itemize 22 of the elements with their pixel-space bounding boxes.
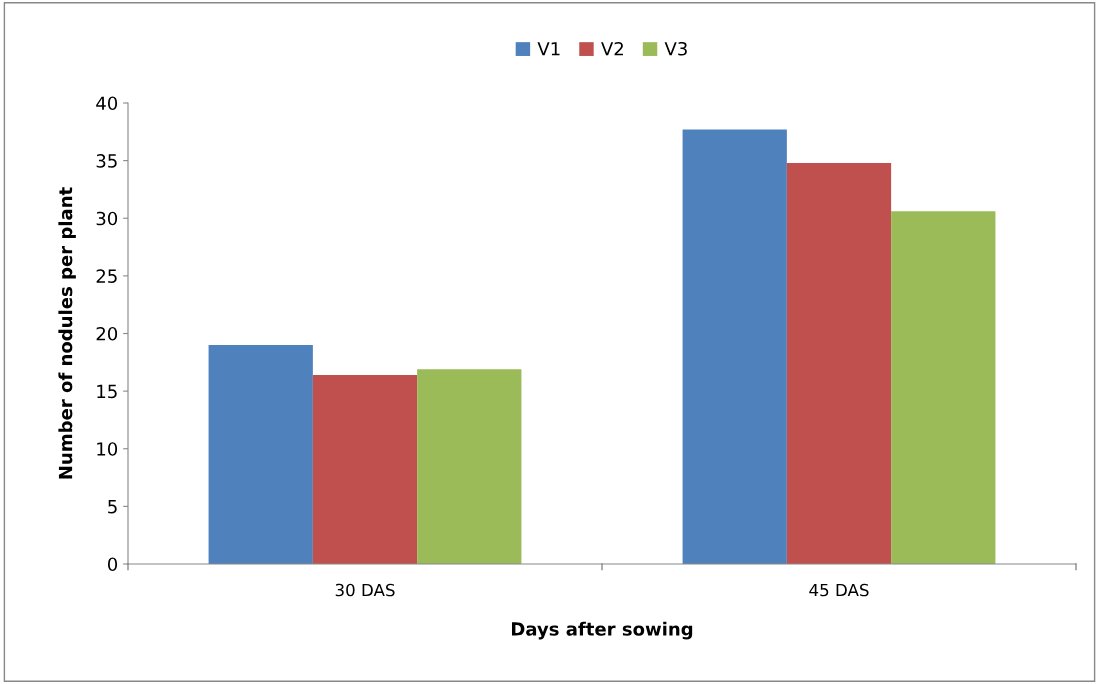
- y-tick-label: 5: [108, 500, 117, 514]
- y-tick-label: 20: [96, 326, 118, 341]
- x-tick-label: 30 DAS: [335, 583, 395, 597]
- y-tick-label: 30: [96, 211, 118, 226]
- y-tick-label: 40: [96, 96, 118, 111]
- bar: [682, 129, 787, 564]
- x-tick-label: 45 DAS: [809, 583, 869, 597]
- y-tick-label: 0: [107, 557, 118, 572]
- y-tick-label: 10: [97, 442, 118, 456]
- bar: [312, 374, 418, 564]
- y-axis-title: Number of nodules per plant: [58, 187, 76, 479]
- legend-label: V2: [601, 41, 623, 56]
- bar: [208, 345, 313, 564]
- y-tick-label: 15: [97, 384, 117, 399]
- legend-label: V3: [664, 41, 687, 56]
- y-tick-label: 35: [96, 154, 117, 168]
- bar: [891, 211, 996, 564]
- x-axis-title: Days after sowing: [512, 621, 693, 640]
- legend-label: V1: [537, 42, 560, 56]
- bar: [417, 369, 522, 564]
- bar: [786, 162, 892, 564]
- y-tick-label: 25: [96, 269, 117, 283]
